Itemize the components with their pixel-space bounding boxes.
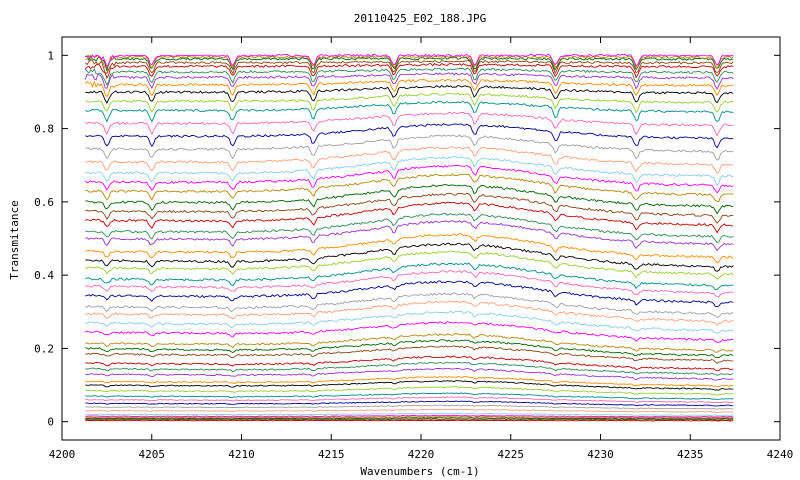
series-line — [85, 134, 734, 161]
series-line — [84, 63, 734, 80]
series-line — [85, 386, 734, 396]
series-line — [85, 53, 734, 68]
series-layer — [84, 53, 734, 422]
series-line — [85, 156, 734, 187]
x-tick-label: 4215 — [318, 448, 345, 461]
series-line — [85, 280, 734, 308]
x-tick-label: 4200 — [49, 448, 76, 461]
series-line — [85, 54, 734, 72]
series-line — [85, 355, 734, 372]
y-tick-label: 0 — [47, 416, 54, 429]
series-line — [85, 333, 734, 353]
series-line — [85, 220, 734, 252]
series-line — [85, 396, 734, 404]
series-line — [85, 310, 734, 334]
series-line — [85, 292, 734, 318]
series-line — [85, 419, 734, 422]
x-tick-label: 4205 — [139, 448, 166, 461]
y-tick-label: 0.8 — [34, 123, 54, 136]
series-line — [84, 72, 734, 90]
series-line — [84, 67, 734, 86]
series-line — [84, 59, 734, 75]
series-line — [85, 123, 734, 149]
series-line — [84, 78, 734, 98]
series-line — [85, 416, 734, 419]
x-tick-label: 4225 — [498, 448, 525, 461]
series-line — [85, 212, 734, 244]
series-line — [85, 414, 734, 418]
x-axis: 4200 4205 4210 4215 4220 4225 4230 4235 4240 — [49, 37, 794, 461]
series-line — [85, 408, 734, 413]
series-line — [85, 92, 734, 114]
x-tick-label: 4235 — [677, 448, 704, 461]
series-line — [85, 321, 734, 343]
x-axis-label: Wavenumbers (cm-1) — [360, 465, 479, 478]
series-line — [85, 380, 734, 391]
y-axis-label: Transmitance — [8, 200, 21, 279]
y-axis: 0 0.2 0.4 0.6 0.8 1 — [34, 49, 780, 429]
series-line — [85, 54, 734, 70]
series-line — [85, 84, 734, 104]
series-line — [85, 417, 734, 420]
series-line — [85, 100, 734, 123]
series-line — [85, 392, 734, 400]
series-line — [85, 201, 734, 234]
series-line — [85, 404, 734, 410]
series-line — [85, 146, 734, 174]
series-line — [85, 375, 734, 387]
x-tick-label: 4240 — [767, 448, 794, 461]
y-tick-label: 1 — [47, 49, 54, 62]
series-line — [85, 300, 734, 326]
series-line — [85, 184, 734, 215]
x-tick-label: 4220 — [408, 448, 435, 461]
series-line — [85, 111, 734, 137]
series-line — [85, 345, 734, 364]
series-line — [85, 173, 734, 202]
series-line — [85, 262, 734, 291]
series-line — [85, 400, 734, 407]
series-line — [85, 250, 734, 280]
series-line — [85, 418, 734, 421]
series-line — [84, 164, 734, 194]
x-tick-label: 4210 — [228, 448, 255, 461]
series-line — [85, 339, 734, 359]
series-line — [85, 412, 734, 417]
series-line — [85, 270, 734, 298]
series-line — [85, 192, 734, 224]
series-line — [85, 361, 734, 376]
series-line — [85, 367, 734, 381]
series-line — [85, 242, 734, 272]
chart-title: 20110425_E02_188.JPG — [354, 12, 486, 25]
series-line — [85, 233, 734, 264]
y-tick-label: 0.6 — [34, 196, 54, 209]
y-tick-label: 0.4 — [34, 269, 54, 282]
x-tick-label: 4230 — [587, 448, 614, 461]
y-tick-label: 0.2 — [34, 342, 54, 355]
